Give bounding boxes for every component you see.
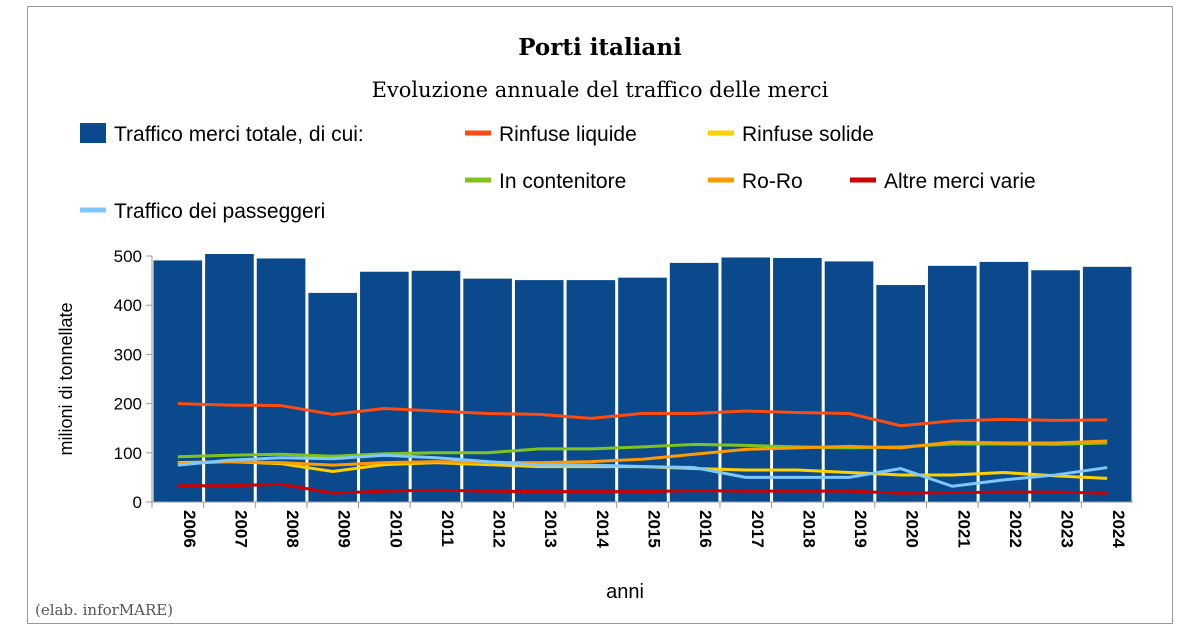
- legend-label: Traffico merci totale, di cui:: [114, 123, 364, 146]
- y-tick-label: 100: [114, 444, 142, 463]
- x-tick-label: 2015: [645, 510, 664, 548]
- bar-2021: [927, 265, 977, 502]
- legend-label: Rinfuse solide: [742, 123, 874, 146]
- legend-label: Altre merci varie: [884, 170, 1036, 193]
- plot-area: 0 100 200 300 400 500 2006 2007 2008 2009 2010 2011…: [114, 247, 1133, 548]
- legend-label: Traffico dei passeggeri: [114, 200, 325, 223]
- bar-2014: [566, 280, 616, 502]
- x-tick-label: 2006: [180, 510, 199, 548]
- bar-2009: [308, 292, 358, 502]
- bar-2011: [411, 270, 461, 502]
- legend-label: Ro-Ro: [742, 170, 803, 193]
- bar-2018: [773, 257, 822, 502]
- x-tick-label: 2013: [541, 510, 560, 548]
- line-ro-ro: [177, 439, 1108, 467]
- line-traffico-dei-passeggeri: [177, 453, 1108, 488]
- y-tick-label: 300: [114, 345, 142, 364]
- bar-2019: [824, 261, 874, 502]
- x-tick-label: 2021: [954, 510, 973, 548]
- x-tick-label: 2011: [438, 510, 457, 547]
- y-tick-label: 500: [114, 247, 142, 266]
- x-tick-label: 2007: [231, 510, 250, 548]
- y-tick-label: 0: [133, 493, 142, 512]
- x-tick-label: 2016: [696, 510, 715, 548]
- legend-label: In contenitore: [499, 170, 626, 193]
- source-note: (elab. inforMARE): [35, 601, 173, 619]
- legend: Traffico merci totale, di cui: Rinfuse li…: [80, 123, 1036, 223]
- x-tick-label: 2023: [1058, 510, 1077, 548]
- x-tick-label: 2022: [1006, 510, 1025, 548]
- y-axis-label: milioni di tonnellate: [56, 302, 76, 455]
- y-tick-label: 200: [114, 395, 142, 414]
- legend-swatch: [80, 123, 106, 143]
- chart-title: Porti italiani: [518, 34, 682, 61]
- bar-2012: [463, 278, 512, 502]
- bar-2006: [153, 260, 203, 502]
- bar-2023: [1031, 270, 1080, 502]
- line-altre-merci-varie: [177, 482, 1108, 495]
- y-tick-label: 400: [114, 296, 142, 315]
- x-tick-label: 2012: [490, 510, 509, 548]
- bar-2017: [721, 257, 771, 502]
- x-tick-label: 2024: [1109, 510, 1128, 548]
- bar-2015: [618, 277, 667, 502]
- bar-2007: [205, 254, 254, 502]
- x-tick-label: 2008: [283, 510, 302, 548]
- bar-2016: [669, 262, 719, 502]
- bar-2020: [876, 285, 925, 502]
- x-tick-label: 2017: [748, 510, 767, 548]
- x-tick-label: 2010: [386, 510, 405, 548]
- legend-label: Rinfuse liquide: [499, 123, 637, 146]
- x-tick-label: 2019: [851, 510, 870, 548]
- x-axis-label: anni: [606, 581, 644, 603]
- line-in-contenitore: [177, 441, 1108, 459]
- line-rinfuse-liquide: [177, 402, 1108, 428]
- bar-2013: [514, 280, 564, 502]
- x-tick-label: 2009: [335, 510, 354, 548]
- x-tick-label: 2018: [799, 510, 818, 548]
- x-tick-label: 2020: [903, 510, 922, 548]
- bar-2022: [979, 261, 1029, 502]
- bar-2024: [1082, 266, 1132, 502]
- x-tick-label: 2014: [593, 510, 612, 548]
- chart-subtitle: Evoluzione annuale del traffico delle me…: [372, 78, 829, 102]
